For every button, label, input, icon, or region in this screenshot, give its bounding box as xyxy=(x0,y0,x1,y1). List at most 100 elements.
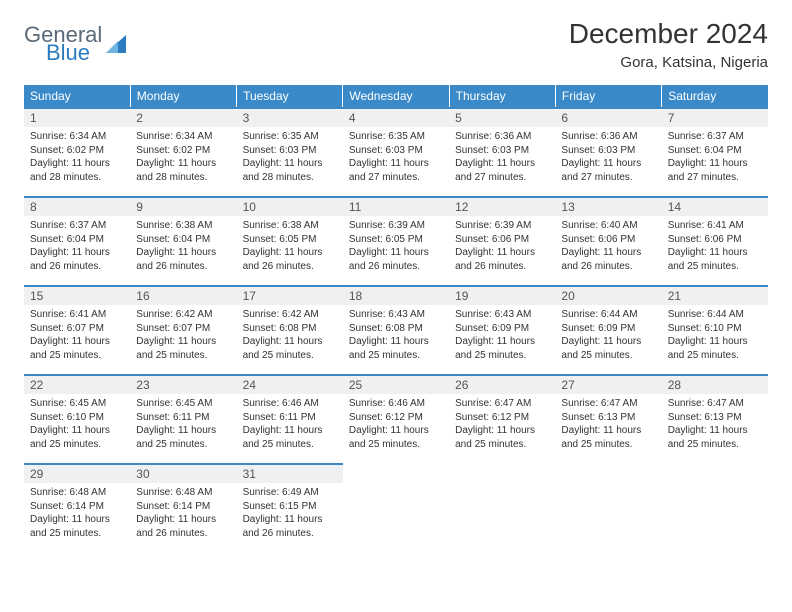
daylight-text: Daylight: 11 hours and 26 minutes. xyxy=(243,513,337,540)
day-number-cell: 30 xyxy=(130,464,236,483)
day-number-cell: 5 xyxy=(449,108,555,127)
day-detail-row: Sunrise: 6:34 AMSunset: 6:02 PMDaylight:… xyxy=(24,127,768,197)
daylight-text: Daylight: 11 hours and 25 minutes. xyxy=(455,424,549,451)
sunset-text: Sunset: 6:04 PM xyxy=(30,233,124,247)
brand-logo: General Blue xyxy=(24,24,132,64)
day-number-cell: 31 xyxy=(237,464,343,483)
day-number-cell: 24 xyxy=(237,375,343,394)
daylight-text: Daylight: 11 hours and 25 minutes. xyxy=(30,513,124,540)
weekday-header: Sunday xyxy=(24,85,130,108)
sunrise-text: Sunrise: 6:35 AM xyxy=(243,130,337,144)
sunrise-text: Sunrise: 6:40 AM xyxy=(561,219,655,233)
day-detail-cell: Sunrise: 6:42 AMSunset: 6:07 PMDaylight:… xyxy=(130,305,236,375)
weekday-header: Thursday xyxy=(449,85,555,108)
day-number-cell: 23 xyxy=(130,375,236,394)
day-detail-cell: Sunrise: 6:41 AMSunset: 6:07 PMDaylight:… xyxy=(24,305,130,375)
sunrise-text: Sunrise: 6:45 AM xyxy=(136,397,230,411)
day-detail-cell: Sunrise: 6:47 AMSunset: 6:13 PMDaylight:… xyxy=(555,394,661,464)
sunset-text: Sunset: 6:15 PM xyxy=(243,500,337,514)
sunset-text: Sunset: 6:04 PM xyxy=(136,233,230,247)
day-detail-cell xyxy=(555,483,661,553)
sunset-text: Sunset: 6:03 PM xyxy=(349,144,443,158)
sunset-text: Sunset: 6:13 PM xyxy=(561,411,655,425)
day-number-cell: 19 xyxy=(449,286,555,305)
sunrise-text: Sunrise: 6:36 AM xyxy=(561,130,655,144)
sunrise-text: Sunrise: 6:48 AM xyxy=(30,486,124,500)
daylight-text: Daylight: 11 hours and 26 minutes. xyxy=(30,246,124,273)
day-detail-cell: Sunrise: 6:48 AMSunset: 6:14 PMDaylight:… xyxy=(24,483,130,553)
day-detail-cell: Sunrise: 6:39 AMSunset: 6:06 PMDaylight:… xyxy=(449,216,555,286)
sunset-text: Sunset: 6:12 PM xyxy=(349,411,443,425)
daylight-text: Daylight: 11 hours and 26 minutes. xyxy=(243,246,337,273)
daylight-text: Daylight: 11 hours and 25 minutes. xyxy=(136,424,230,451)
daylight-text: Daylight: 11 hours and 25 minutes. xyxy=(349,335,443,362)
location-text: Gora, Katsina, Nigeria xyxy=(569,54,768,71)
daylight-text: Daylight: 11 hours and 26 minutes. xyxy=(349,246,443,273)
sunset-text: Sunset: 6:10 PM xyxy=(30,411,124,425)
day-number-cell: 14 xyxy=(662,197,768,216)
day-number-cell: 1 xyxy=(24,108,130,127)
daylight-text: Daylight: 11 hours and 25 minutes. xyxy=(668,335,762,362)
sunset-text: Sunset: 6:06 PM xyxy=(668,233,762,247)
sunrise-text: Sunrise: 6:42 AM xyxy=(136,308,230,322)
day-detail-cell xyxy=(343,483,449,553)
daylight-text: Daylight: 11 hours and 25 minutes. xyxy=(30,424,124,451)
weekday-header: Tuesday xyxy=(237,85,343,108)
sunrise-text: Sunrise: 6:46 AM xyxy=(243,397,337,411)
daylight-text: Daylight: 11 hours and 25 minutes. xyxy=(243,335,337,362)
day-detail-cell: Sunrise: 6:35 AMSunset: 6:03 PMDaylight:… xyxy=(237,127,343,197)
daylight-text: Daylight: 11 hours and 27 minutes. xyxy=(668,157,762,184)
day-number-cell xyxy=(343,464,449,483)
day-number-cell: 17 xyxy=(237,286,343,305)
day-detail-cell: Sunrise: 6:46 AMSunset: 6:12 PMDaylight:… xyxy=(343,394,449,464)
day-number-cell: 16 xyxy=(130,286,236,305)
day-detail-cell: Sunrise: 6:38 AMSunset: 6:05 PMDaylight:… xyxy=(237,216,343,286)
sunrise-text: Sunrise: 6:44 AM xyxy=(561,308,655,322)
daylight-text: Daylight: 11 hours and 25 minutes. xyxy=(30,335,124,362)
daylight-text: Daylight: 11 hours and 26 minutes. xyxy=(561,246,655,273)
sunrise-text: Sunrise: 6:41 AM xyxy=(668,219,762,233)
day-number-cell: 2 xyxy=(130,108,236,127)
day-detail-cell: Sunrise: 6:44 AMSunset: 6:09 PMDaylight:… xyxy=(555,305,661,375)
day-detail-cell xyxy=(449,483,555,553)
month-title: December 2024 xyxy=(569,18,768,50)
day-number-cell: 22 xyxy=(24,375,130,394)
day-number-cell xyxy=(555,464,661,483)
sunrise-text: Sunrise: 6:49 AM xyxy=(243,486,337,500)
day-detail-cell: Sunrise: 6:41 AMSunset: 6:06 PMDaylight:… xyxy=(662,216,768,286)
sunrise-text: Sunrise: 6:34 AM xyxy=(136,130,230,144)
day-detail-cell: Sunrise: 6:39 AMSunset: 6:05 PMDaylight:… xyxy=(343,216,449,286)
day-number-cell xyxy=(662,464,768,483)
day-number-cell: 29 xyxy=(24,464,130,483)
sunrise-text: Sunrise: 6:45 AM xyxy=(30,397,124,411)
day-detail-row: Sunrise: 6:37 AMSunset: 6:04 PMDaylight:… xyxy=(24,216,768,286)
day-detail-cell: Sunrise: 6:43 AMSunset: 6:08 PMDaylight:… xyxy=(343,305,449,375)
sunrise-text: Sunrise: 6:42 AM xyxy=(243,308,337,322)
sunrise-text: Sunrise: 6:34 AM xyxy=(30,130,124,144)
day-detail-cell: Sunrise: 6:38 AMSunset: 6:04 PMDaylight:… xyxy=(130,216,236,286)
day-detail-cell: Sunrise: 6:49 AMSunset: 6:15 PMDaylight:… xyxy=(237,483,343,553)
day-detail-cell: Sunrise: 6:40 AMSunset: 6:06 PMDaylight:… xyxy=(555,216,661,286)
sunset-text: Sunset: 6:12 PM xyxy=(455,411,549,425)
day-number-cell: 11 xyxy=(343,197,449,216)
sunset-text: Sunset: 6:14 PM xyxy=(30,500,124,514)
sunset-text: Sunset: 6:08 PM xyxy=(243,322,337,336)
brand-text-blue: Blue xyxy=(46,42,102,64)
day-detail-cell: Sunrise: 6:46 AMSunset: 6:11 PMDaylight:… xyxy=(237,394,343,464)
daylight-text: Daylight: 11 hours and 25 minutes. xyxy=(668,246,762,273)
sunrise-text: Sunrise: 6:38 AM xyxy=(136,219,230,233)
day-number-cell: 13 xyxy=(555,197,661,216)
sunset-text: Sunset: 6:02 PM xyxy=(136,144,230,158)
sunset-text: Sunset: 6:13 PM xyxy=(668,411,762,425)
day-number-row: 293031 xyxy=(24,464,768,483)
day-number-row: 1234567 xyxy=(24,108,768,127)
sunrise-text: Sunrise: 6:43 AM xyxy=(455,308,549,322)
sunset-text: Sunset: 6:03 PM xyxy=(243,144,337,158)
day-number-cell: 6 xyxy=(555,108,661,127)
calendar-table: SundayMondayTuesdayWednesdayThursdayFrid… xyxy=(24,85,768,553)
day-detail-cell: Sunrise: 6:42 AMSunset: 6:08 PMDaylight:… xyxy=(237,305,343,375)
sunset-text: Sunset: 6:08 PM xyxy=(349,322,443,336)
sunrise-text: Sunrise: 6:41 AM xyxy=(30,308,124,322)
day-number-cell xyxy=(449,464,555,483)
daylight-text: Daylight: 11 hours and 28 minutes. xyxy=(243,157,337,184)
